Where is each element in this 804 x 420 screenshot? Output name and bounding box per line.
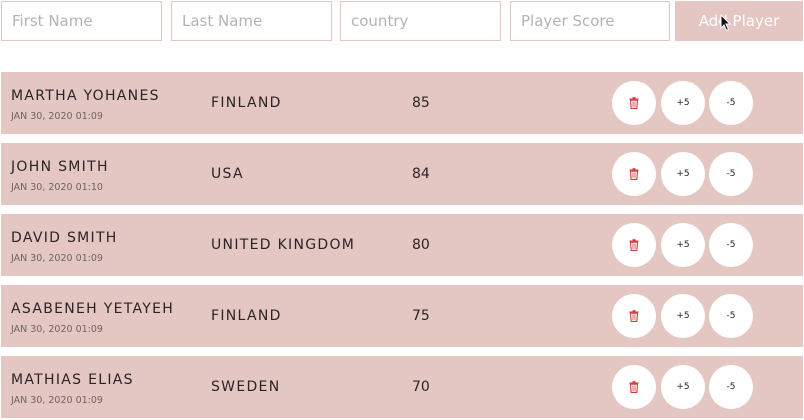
player-name: MATHIAS ELIAS: [11, 372, 134, 388]
subtract-five-button[interactable]: -5: [709, 152, 753, 196]
player-row: DAVID SMITH JAN 30, 2020 01:09 UNITED KI…: [1, 214, 803, 276]
player-row: ASABENEH YETAYEH JAN 30, 2020 01:09 FINL…: [1, 285, 803, 347]
player-row: MATHIAS ELIAS JAN 30, 2020 01:09 SWEDEN …: [1, 356, 803, 418]
delete-player-button[interactable]: [612, 294, 656, 338]
player-country: SWEDEN: [211, 379, 281, 395]
player-score: 75: [412, 308, 430, 324]
player-timestamp: JAN 30, 2020 01:09: [11, 395, 103, 406]
trash-icon: [629, 97, 639, 109]
add-five-button[interactable]: +5: [661, 223, 705, 267]
trash-icon: [629, 310, 639, 322]
add-five-button[interactable]: +5: [661, 365, 705, 409]
add-five-button[interactable]: +5: [661, 81, 705, 125]
subtract-five-button[interactable]: -5: [709, 81, 753, 125]
player-name: ASABENEH YETAYEH: [11, 301, 175, 317]
country-input[interactable]: [340, 1, 501, 41]
player-timestamp: JAN 30, 2020 01:09: [11, 253, 103, 264]
player-country: UNITED KINGDOM: [211, 237, 356, 253]
player-name: JOHN SMITH: [11, 159, 109, 175]
player-row: MARTHA YOHANES JAN 30, 2020 01:09 FINLAN…: [1, 72, 803, 134]
delete-player-button[interactable]: [612, 152, 656, 196]
player-score: 70: [412, 379, 430, 395]
delete-player-button[interactable]: [612, 365, 656, 409]
trash-icon: [629, 381, 639, 393]
subtract-five-button[interactable]: -5: [709, 223, 753, 267]
player-timestamp: JAN 30, 2020 01:09: [11, 111, 103, 122]
add-five-button[interactable]: +5: [661, 152, 705, 196]
player-score: 85: [412, 95, 430, 111]
subtract-five-button[interactable]: -5: [709, 294, 753, 338]
first-name-input[interactable]: [1, 1, 162, 41]
add-five-button[interactable]: +5: [661, 294, 705, 338]
player-name: DAVID SMITH: [11, 230, 118, 246]
delete-player-button[interactable]: [612, 81, 656, 125]
subtract-five-button[interactable]: -5: [709, 365, 753, 409]
last-name-input[interactable]: [171, 1, 332, 41]
player-country: USA: [211, 166, 244, 182]
trash-icon: [629, 168, 639, 180]
player-score-input[interactable]: [510, 1, 670, 41]
player-timestamp: JAN 30, 2020 01:09: [11, 324, 103, 335]
trash-icon: [629, 239, 639, 251]
add-player-form: Add Player: [0, 0, 804, 42]
player-country: FINLAND: [211, 95, 282, 111]
player-score: 84: [412, 166, 430, 182]
player-name: MARTHA YOHANES: [11, 88, 160, 104]
player-row: JOHN SMITH JAN 30, 2020 01:10 USA 84 +5 …: [1, 143, 803, 205]
player-country: FINLAND: [211, 308, 282, 324]
add-player-button[interactable]: Add Player: [675, 1, 803, 41]
player-timestamp: JAN 30, 2020 01:10: [11, 182, 103, 193]
player-score: 80: [412, 237, 430, 253]
delete-player-button[interactable]: [612, 223, 656, 267]
